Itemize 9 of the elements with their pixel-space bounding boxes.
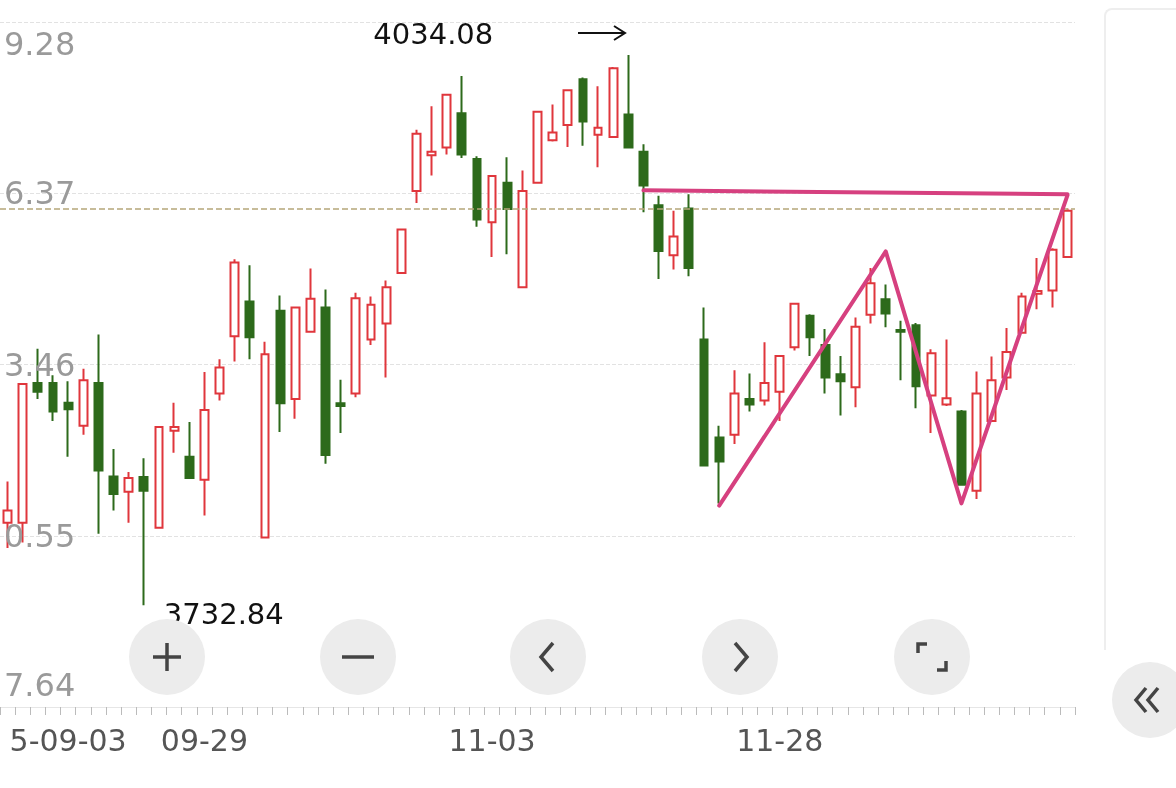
x-tick-label: 5-09-03 xyxy=(9,722,127,758)
x-tick-label: 11-28 xyxy=(736,722,824,758)
text: 7.64 xyxy=(4,666,76,704)
annotation: 6.37 xyxy=(4,174,76,213)
annotation: 3732.84 xyxy=(163,597,284,632)
annotation: 9.28 xyxy=(4,25,76,63)
x-tick-label: 11-03 xyxy=(448,722,536,758)
x-tick-label: 09-29 xyxy=(160,722,248,758)
text: 4034.08 xyxy=(373,17,495,51)
